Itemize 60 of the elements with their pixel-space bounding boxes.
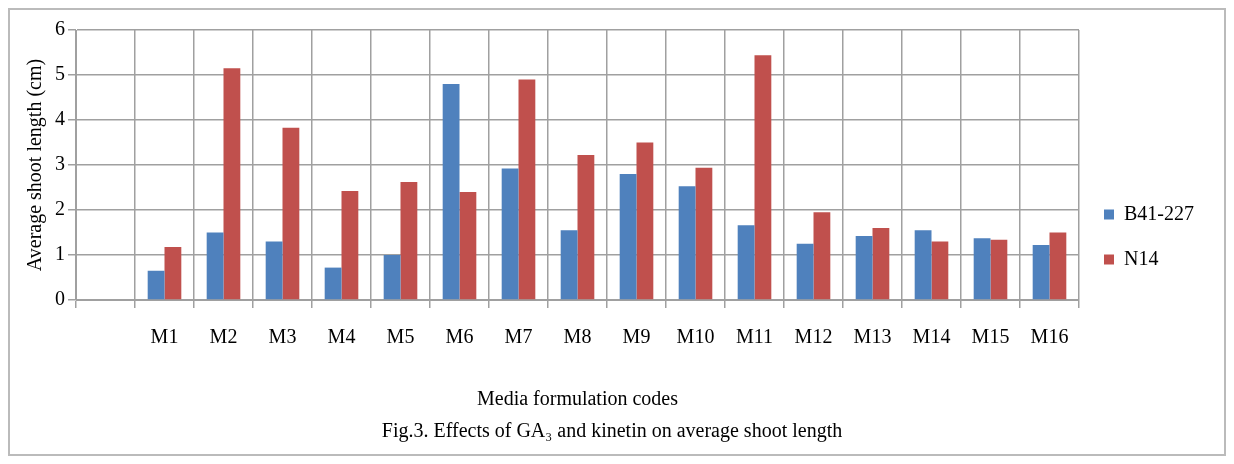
legend-label: B41-227 (1124, 201, 1194, 224)
x-tick-label: M16 (1030, 325, 1069, 348)
bar (1032, 245, 1050, 300)
x-tick-label: M14 (912, 325, 951, 348)
bar (695, 167, 713, 300)
x-tick-label: M4 (327, 325, 356, 348)
bar (400, 182, 418, 300)
bar (990, 239, 1008, 300)
bar (206, 232, 224, 300)
y-tick-label: 0 (55, 287, 65, 310)
x-axis-title: Media formulation codes (476, 387, 679, 410)
x-tick-label: M3 (268, 325, 297, 348)
bar (223, 68, 241, 300)
bar (737, 225, 755, 300)
bar (931, 241, 949, 300)
bar (442, 84, 460, 300)
bar (518, 79, 536, 300)
y-tick-label: 1 (55, 242, 65, 265)
x-tick-label: M10 (676, 325, 715, 348)
bar (282, 127, 300, 300)
x-tick-label: M2 (209, 325, 238, 348)
bar (341, 191, 359, 300)
bar (459, 192, 477, 300)
bar (619, 174, 637, 300)
bar (577, 155, 595, 300)
x-tick-label: M15 (971, 325, 1010, 348)
legend-label: N14 (1124, 246, 1159, 269)
bar (383, 255, 401, 300)
x-tick-label: M5 (386, 325, 415, 348)
bar (501, 168, 519, 300)
y-tick-label: 5 (55, 62, 65, 85)
x-tick-label: M8 (563, 325, 592, 348)
bar (324, 267, 342, 300)
y-tick-label: 6 (55, 17, 65, 40)
bar (973, 238, 991, 300)
y-axis-title: Average shoot length (cm) (23, 58, 47, 272)
bar (796, 243, 814, 300)
bar (265, 241, 283, 300)
bar (855, 236, 873, 300)
bar (1049, 232, 1067, 300)
x-tick-label: M12 (794, 325, 833, 348)
y-tick-label: 3 (55, 152, 65, 175)
y-tick-label: 4 (55, 107, 65, 130)
text: Fig.3. Effects of GA₃ and kinetin on average shoot length (381, 419, 843, 443)
bar (560, 230, 578, 300)
bar (147, 270, 165, 300)
bar (636, 142, 654, 300)
bar (872, 228, 890, 300)
bar (164, 246, 182, 300)
bar (754, 55, 772, 300)
y-tick-label: 2 (55, 197, 65, 220)
x-tick-label: M1 (150, 325, 179, 348)
x-tick-label: M6 (445, 325, 474, 348)
x-tick-label: M7 (504, 325, 533, 348)
x-tick-label: M11 (735, 325, 774, 348)
bar (914, 230, 932, 300)
bar (678, 186, 696, 300)
bar (813, 212, 831, 300)
x-tick-label: M9 (622, 325, 651, 348)
x-tick-label: M13 (853, 325, 892, 348)
